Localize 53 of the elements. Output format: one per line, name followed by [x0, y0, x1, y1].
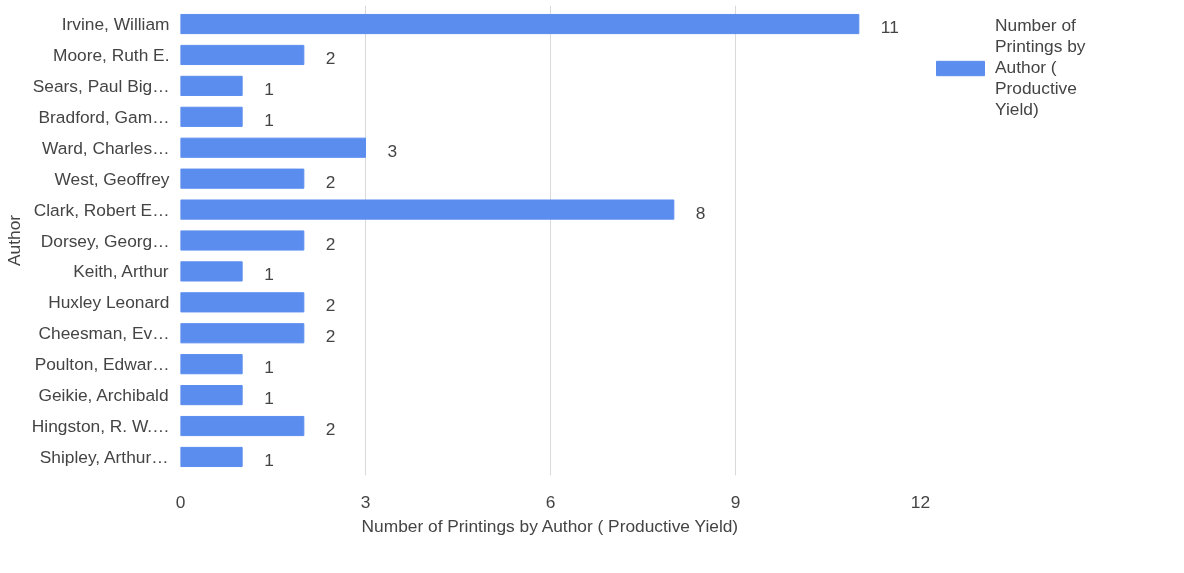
y-tick-label: Keith, Arthur [73, 261, 169, 282]
y-tick-label: Sears, Paul Big… [32, 75, 170, 96]
x-tick-label: 9 [730, 491, 741, 512]
data-label: 2 [325, 326, 336, 347]
bar [180, 385, 243, 406]
legend-label: Number of Printings by Author ( Productive Yield) [995, 15, 1086, 120]
bar [180, 261, 243, 282]
y-tick-label: Huxley Leonard [48, 292, 170, 313]
y-tick-label: West, Geoffrey [54, 168, 170, 189]
bar [180, 415, 305, 437]
bar [180, 75, 243, 96]
bar [180, 354, 243, 375]
bar [180, 137, 366, 158]
bar [180, 323, 305, 344]
y-tick-label: Shipley, Arthur… [39, 446, 169, 467]
y-tick-label: Irvine, William [61, 14, 170, 35]
bar [180, 230, 305, 251]
bar [180, 446, 243, 468]
y-tick-label: Moore, Ruth E. [52, 44, 170, 65]
data-label: 1 [264, 264, 274, 285]
data-label: 1 [264, 449, 274, 470]
x-tick-label: 6 [545, 491, 556, 512]
data-label: 3 [387, 140, 398, 161]
data-label: 1 [264, 78, 274, 99]
x-tick-label: 12 [910, 491, 931, 512]
bar [180, 13, 860, 35]
data-label: 1 [264, 357, 274, 378]
y-tick-label: Cheesman, Ev… [38, 323, 170, 344]
data-label: 2 [325, 47, 336, 68]
x-tick-label: 0 [175, 491, 186, 512]
y-tick-label: Geikie, Archibald [38, 385, 169, 406]
y-tick-label: Clark, Robert E… [33, 199, 170, 220]
y-tick-label: Poulton, Edwar… [34, 354, 170, 375]
data-label: 2 [325, 171, 336, 192]
data-label: 1 [264, 388, 274, 409]
y-tick-label: Hingston, R. W.… [31, 416, 170, 437]
y-axis-title: Author [3, 214, 24, 267]
data-label: 2 [325, 295, 336, 316]
data-label: 1 [264, 109, 274, 130]
bar [180, 199, 675, 220]
bar [180, 292, 305, 313]
data-label: 11 [880, 17, 899, 38]
data-label: 8 [695, 202, 706, 223]
bar [180, 44, 305, 66]
x-tick-label: 3 [360, 491, 371, 512]
x-axis-title: Number of Printings by Author ( Productive Yield) [361, 515, 739, 536]
data-label: 2 [325, 419, 336, 440]
y-tick-label: Ward, Charles… [42, 137, 170, 158]
y-tick-label: Bradford, Gam… [38, 106, 170, 127]
data-label: 2 [325, 233, 336, 254]
bar [180, 106, 243, 127]
bar [180, 168, 305, 189]
y-tick-label: Dorsey, Georg… [40, 230, 170, 251]
